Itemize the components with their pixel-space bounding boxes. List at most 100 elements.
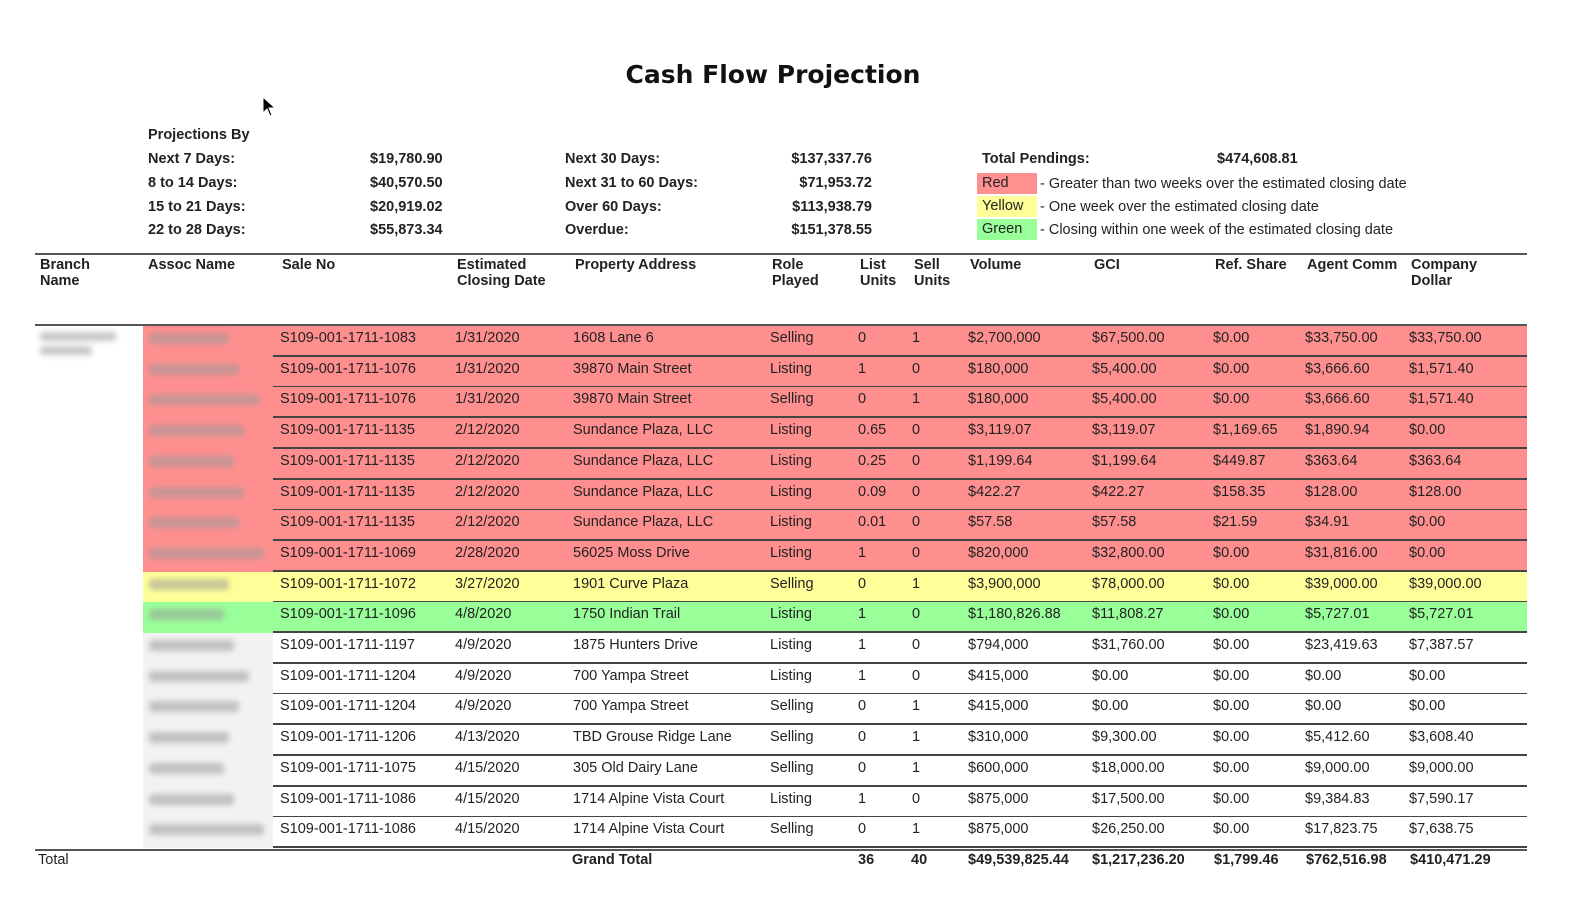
table-row[interactable]: S109-001-1711-1083 1/31/2020 1608 Lane 6 Se… [35,326,1527,357]
column-header-volume[interactable]: Volume [970,257,1022,273]
legend-description: - One week over the estimated closing da… [1040,199,1319,215]
cell-sell: 0 [912,637,921,653]
cell-sale-no: S109-001-1711-1135 [280,514,415,531]
cell-gci: $32,800.00 [1092,544,1165,561]
column-header-gci[interactable]: GCI [1094,257,1120,273]
cell-sale-no: S109-001-1711-1135 [280,483,415,500]
cell-company: $0.00 [1409,514,1446,531]
cell-address: 700 Yampa Street [573,698,689,715]
table-row[interactable]: S109-001-1711-1096 4/8/2020 1750 Indian Tr… [35,602,1527,634]
column-header-sell[interactable]: Sell Units [914,257,951,289]
cell-volume: $3,119.07 [968,422,1032,439]
cell-address: 1875 Hunters Drive [573,637,698,653]
cell-sell: 0 [912,360,921,377]
cell-date: 2/12/2020 [455,514,520,531]
cell-agent: $39,000.00 [1305,575,1378,592]
header-bottom-rule [35,324,1527,326]
cell-gci: $78,000.00 [1092,575,1165,592]
assoc-name-redacted [143,633,273,664]
total-list: 36 [858,852,875,868]
cell-volume: $820,000 [968,544,1029,561]
cell-sell: 1 [912,759,921,776]
cell-sale-no: S109-001-1711-1206 [280,729,416,746]
cell-date: 2/12/2020 [455,483,520,500]
cell-address: 1901 Curve Plaza [573,575,689,592]
cell-volume: $415,000 [968,667,1029,684]
cell-role: Listing [770,790,812,807]
cell-ref: $0.00 [1213,391,1250,408]
cell-ref: $0.00 [1213,637,1250,653]
cell-volume: $180,000 [968,391,1029,408]
cell-list: 1 [858,360,867,377]
cell-agent: $363.64 [1305,452,1358,469]
column-header-sale-no[interactable]: Sale No [282,257,336,273]
projection-label: Over 60 Days: [565,199,662,215]
column-header-branch[interactable]: Branch Name [40,257,90,289]
cell-date: 1/31/2020 [455,391,520,408]
cell-ref: $0.00 [1213,606,1250,623]
table-row[interactable]: S109-001-1711-1072 3/27/2020 1901 Curve Pl… [35,571,1527,603]
column-header-date[interactable]: Estimated Closing Date [457,257,546,289]
cell-list: 1 [858,544,867,561]
cell-company: $3,608.40 [1409,729,1474,746]
cell-ref: $21.59 [1213,514,1258,531]
table-row[interactable]: S109-001-1711-1206 4/13/2020 TBD Grouse Ri… [35,725,1527,757]
column-header-role[interactable]: Role Played [772,257,819,289]
cell-sale-no: S109-001-1711-1096 [280,606,416,623]
cell-role: Listing [770,667,812,684]
cell-ref: $0.00 [1213,790,1250,807]
row-divider [273,631,1527,634]
cell-gci: $11,808.27 [1092,606,1164,623]
table-row[interactable]: S109-001-1711-1076 1/31/2020 39870 Main St… [35,387,1527,419]
cell-agent: $0.00 [1305,667,1342,684]
column-header-address[interactable]: Property Address [575,257,697,273]
cell-role: Listing [770,637,812,653]
branch-name-redacted [40,330,120,356]
column-header-ref[interactable]: Ref. Share [1215,257,1287,273]
cell-sell: 1 [912,698,921,715]
cell-address: 1714 Alpine Vista Court [573,821,725,838]
table-row[interactable]: S109-001-1711-1135 2/12/2020 Sundance Plaz… [35,418,1527,450]
cell-gci: $422.27 [1092,483,1145,500]
table-row[interactable]: S109-001-1711-1204 4/9/2020 700 Yampa Stre… [35,694,1527,726]
row-divider [273,569,1527,572]
total-agent: $762,516.98 [1306,852,1387,868]
cell-sell: 0 [912,422,921,439]
table-row[interactable]: S109-001-1711-1135 2/12/2020 Sundance Plaz… [35,479,1527,511]
cell-address: 39870 Main Street [573,360,692,377]
cell-agent: $1,890.94 [1305,422,1370,439]
table-row[interactable]: S109-001-1711-1075 4/15/2020 305 Old Dairy… [35,755,1527,787]
cell-sell: 1 [912,729,921,746]
cell-gci: $67,500.00 [1092,330,1165,346]
projection-value: $151,378.55 [791,222,872,238]
cell-address: Sundance Plaza, LLC [573,422,714,439]
cell-gci: $0.00 [1092,667,1129,684]
cell-ref: $0.00 [1213,544,1250,561]
column-header-assoc[interactable]: Assoc Name [148,257,236,273]
table-row[interactable]: S109-001-1711-1086 4/15/2020 1714 Alpine V… [35,786,1527,818]
table-row[interactable]: S109-001-1711-1069 2/28/2020 56025 Moss Dr… [35,540,1527,572]
cell-list: 0 [858,575,867,592]
assoc-name-redacted [143,694,273,726]
assoc-name-redacted [143,817,273,849]
column-header-company[interactable]: Company Dollar [1411,257,1478,289]
column-header-agent[interactable]: Agent Comm [1307,257,1398,273]
cell-agent: $34.91 [1305,514,1350,531]
table-row[interactable]: S109-001-1711-1204 4/9/2020 700 Yampa Stre… [35,663,1527,695]
table-row[interactable]: S109-001-1711-1135 2/12/2020 Sundance Plaz… [35,510,1527,542]
cell-list: 1 [858,637,867,653]
column-header-list[interactable]: List Units [860,257,897,289]
row-divider [273,508,1527,511]
cell-ref: $0.00 [1213,759,1250,776]
cell-date: 2/12/2020 [455,452,520,469]
cell-date: 2/28/2020 [455,544,520,561]
table-row[interactable]: S109-001-1711-1076 1/31/2020 39870 Main St… [35,356,1527,388]
table-row[interactable]: S109-001-1711-1135 2/12/2020 Sundance Plaz… [35,448,1527,480]
projections-heading: Projections By [148,127,250,143]
cell-volume: $3,900,000 [968,575,1041,592]
row-highlight-red [273,418,1527,450]
cell-agent: $33,750.00 [1305,330,1378,346]
table-row[interactable]: S109-001-1711-1197 4/9/2020 1875 Hunters D… [35,633,1527,664]
legend-swatch-yellow: Yellow [977,196,1037,217]
table-row[interactable]: S109-001-1711-1086 4/15/2020 1714 Alpine V… [35,817,1527,849]
